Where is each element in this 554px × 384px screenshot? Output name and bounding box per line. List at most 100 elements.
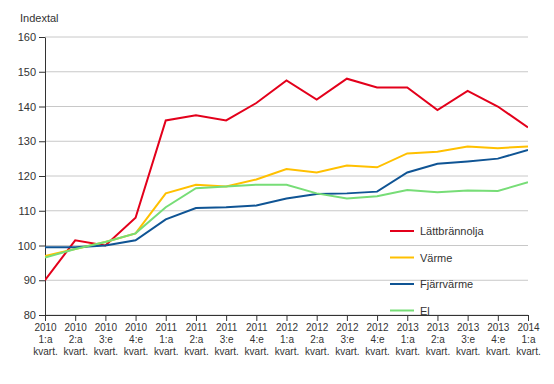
y-tick: 150 xyxy=(18,66,45,78)
x-tick-mark xyxy=(528,315,529,321)
x-tick: 20103:ekvart. xyxy=(94,315,118,357)
x-tick-label-line: 2013 xyxy=(427,322,450,333)
series-line xyxy=(45,182,528,257)
x-tick-label-line: 2014 xyxy=(517,322,540,333)
lines xyxy=(45,79,528,281)
x-tick-label-line: kvart. xyxy=(486,346,510,357)
x-tick-label-line: kvart. xyxy=(305,346,329,357)
x-tick-label-line: kvart. xyxy=(94,346,118,357)
x-tick-label-line: 2010 xyxy=(125,322,148,333)
x-tick-label-line: 1:a xyxy=(522,334,536,345)
x-tick-label-line: kvart. xyxy=(275,346,299,357)
legend-swatch xyxy=(390,257,414,259)
x-tick: 20113:ekvart. xyxy=(214,315,238,357)
grid xyxy=(45,37,528,315)
legend-label: Lättbrännolja xyxy=(420,225,484,237)
y-tick-label: 150 xyxy=(18,66,36,78)
x-tick-label: 20122:akvart. xyxy=(305,322,329,357)
x-tick-label: 20112:akvart. xyxy=(184,322,208,357)
y-tick-mark xyxy=(39,72,45,73)
x-tick-mark xyxy=(105,315,106,321)
y-tick-mark xyxy=(39,246,45,247)
x-tick-label-line: kvart. xyxy=(124,346,148,357)
x-tick-mark xyxy=(256,315,257,321)
x-tick-label-line: kvart. xyxy=(184,346,208,357)
grid-line xyxy=(45,245,528,246)
x-tick-label-line: 3:e xyxy=(220,334,234,345)
x-tick-label: 20131:akvart. xyxy=(396,322,420,357)
x-tick-label-line: 2013 xyxy=(457,322,480,333)
grid-line xyxy=(45,37,528,38)
x-tick-mark xyxy=(136,315,137,321)
y-tick: 90 xyxy=(24,274,45,286)
x-tick-label-line: 1:a xyxy=(401,334,415,345)
x-tick-label-line: 4:e xyxy=(491,334,505,345)
x-tick-label: 20132:akvart. xyxy=(426,322,450,357)
x-tick-label-line: 2010 xyxy=(65,322,88,333)
x-tick-label-line: 2011 xyxy=(246,322,268,333)
x-tick-label-line: 2011 xyxy=(186,322,208,333)
y-axis: 8090100110120130140150160 xyxy=(18,31,46,321)
x-tick: 20124:ekvart. xyxy=(365,315,389,357)
legend-swatch xyxy=(390,230,414,232)
x-tick: 20104:ekvart. xyxy=(124,315,148,357)
x-tick-mark xyxy=(226,315,227,321)
x-tick-mark xyxy=(468,315,469,321)
x-tick: 20112:akvart. xyxy=(184,315,208,357)
x-tick-label: 20111:akvart. xyxy=(154,322,178,357)
x-tick-mark xyxy=(407,315,408,321)
x-tick-label-line: kvart. xyxy=(516,346,540,357)
x-tick-label: 20114:ekvart. xyxy=(245,322,269,357)
y-axis-title: Indextal xyxy=(20,12,59,24)
x-tick-label-line: 2:a xyxy=(69,334,83,345)
x-tick: 20133:ekvart. xyxy=(456,315,480,357)
x-tick-mark xyxy=(45,315,46,321)
x-tick-label-line: 4:e xyxy=(129,334,143,345)
y-tick-mark xyxy=(39,280,45,281)
x-tick-label-line: 2012 xyxy=(336,322,359,333)
chart-svg: 809010011012013014015016020101:akvart.20… xyxy=(0,0,554,384)
y-tick: 130 xyxy=(18,135,45,147)
y-tick: 110 xyxy=(18,205,45,217)
x-tick-label: 20101:akvart. xyxy=(33,322,57,357)
x-tick-label-line: kvart. xyxy=(63,346,87,357)
y-axis-line xyxy=(45,38,46,316)
x-tick: 20141:akvart. xyxy=(516,315,540,357)
x-tick: 20134:ekvart. xyxy=(486,315,510,357)
y-tick-mark xyxy=(39,37,45,38)
x-tick-label-line: 3:e xyxy=(461,334,475,345)
y-tick-label: 130 xyxy=(18,135,36,147)
x-tick: 20121:akvart. xyxy=(275,315,299,357)
x-tick-label: 20124:ekvart. xyxy=(365,322,389,357)
x-tick-label-line: 4:e xyxy=(371,334,385,345)
y-tick: 100 xyxy=(18,240,45,252)
x-tick-label-line: 2011 xyxy=(155,322,177,333)
x-tick: 20132:akvart. xyxy=(426,315,450,357)
y-tick-label: 160 xyxy=(18,31,36,43)
grid-line xyxy=(45,141,528,142)
x-tick: 20102:akvart. xyxy=(63,315,87,357)
x-tick-label-line: kvart. xyxy=(214,346,238,357)
x-tick-label-line: 2013 xyxy=(487,322,510,333)
x-tick-label-line: 2012 xyxy=(366,322,389,333)
x-tick-mark xyxy=(75,315,76,321)
x-tick-label-line: 2010 xyxy=(95,322,118,333)
x-tick-label: 20121:akvart. xyxy=(275,322,299,357)
x-tick: 20123:ekvart. xyxy=(335,315,359,357)
x-tick-label-line: kvart. xyxy=(456,346,480,357)
x-tick: 20101:akvart. xyxy=(33,315,57,357)
y-tick: 120 xyxy=(18,170,45,182)
x-tick-label-line: kvart. xyxy=(396,346,420,357)
x-tick-label-line: 4:e xyxy=(250,334,264,345)
x-tick: 20131:akvart. xyxy=(396,315,420,357)
grid-line xyxy=(45,71,528,72)
y-tick-mark xyxy=(39,107,45,108)
y-tick-mark xyxy=(39,315,45,316)
y-tick-label: 90 xyxy=(24,274,36,286)
x-tick-label-line: kvart. xyxy=(426,346,450,357)
y-tick-label: 100 xyxy=(18,240,36,252)
series-line xyxy=(45,150,528,247)
x-tick-label-line: 2:a xyxy=(431,334,445,345)
grid-line xyxy=(45,106,528,107)
x-tick-label-line: kvart. xyxy=(154,346,178,357)
